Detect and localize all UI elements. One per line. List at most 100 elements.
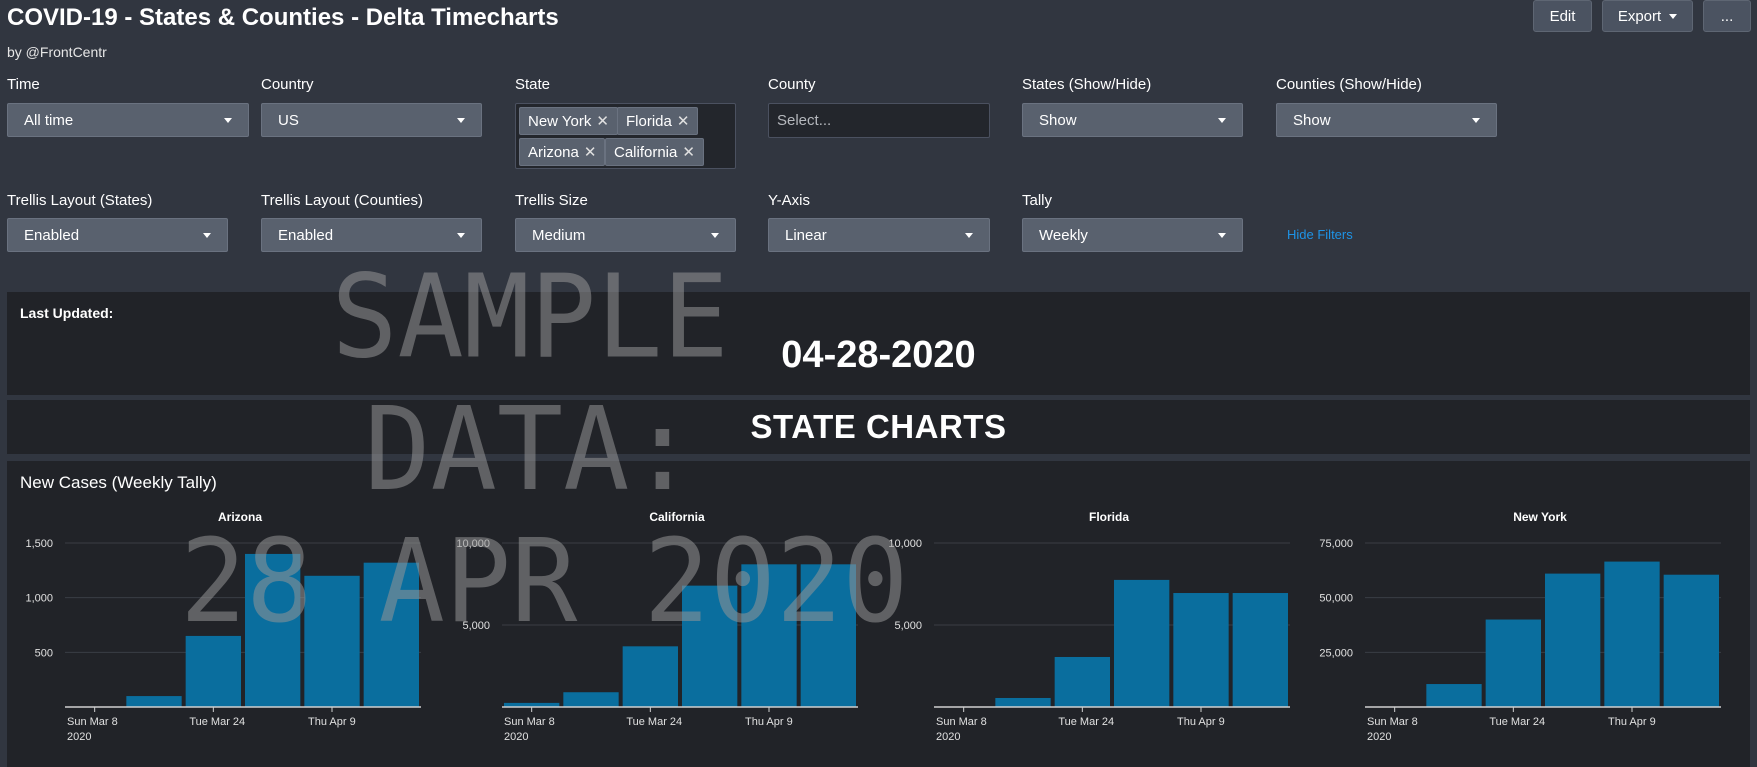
y-tick-label: 10,000 [888,538,922,550]
y-axis-dropdown[interactable]: Linear [768,218,990,252]
caret-down-icon [1218,232,1226,238]
bar [185,635,241,707]
trellis-charts: Arizona 500 1,000 1,500 Sun Mar 8 2020 Tue Mar… [25,510,1721,743]
y-tick-label: 1,000 [25,593,53,605]
export-button-label: Export [1617,7,1662,25]
x-tick-label: Thu Apr 9 [1177,716,1225,728]
bar [800,564,856,707]
bar [1232,593,1288,707]
bar [1054,656,1110,707]
counties-show-dropdown[interactable]: Show [1276,103,1497,137]
hide-filters-link[interactable]: Hide Filters [1287,227,1353,242]
state-tag-label: Florida [626,112,672,130]
bar [741,564,797,707]
close-icon[interactable]: ✕ [583,144,597,161]
y-tick-label: 10,000 [456,538,490,550]
caret-down-icon [203,232,211,238]
bar [563,692,619,707]
state-tag-label: New York [528,112,592,130]
state-tag[interactable]: Arizona ✕ [519,138,606,166]
caret-down-icon [711,232,719,238]
states-show-dropdown[interactable]: Show [1022,103,1243,137]
chart-title: Arizona [218,510,262,524]
new-cases-panel: New Cases (Weekly Tally) Arizona 500 1,000… [7,461,1750,767]
last-updated-label: Last Updated: [20,305,114,321]
trellis-counties-dropdown[interactable]: Enabled [261,218,482,252]
tally-label: Tally [1022,192,1053,209]
byline: by @FrontCentr [7,44,107,60]
y-tick-label: 5,000 [462,620,490,632]
more-button[interactable]: ... [1703,0,1751,32]
y-tick-label: 75,000 [1319,538,1353,550]
caret-down-icon [1669,13,1678,19]
country-dropdown[interactable]: US [261,103,482,137]
x-tick-label: Sun Mar 8 [67,716,118,728]
time-dropdown[interactable]: All time [7,103,249,137]
x-tick-label: Sun Mar 8 [504,716,555,728]
county-input[interactable]: Select... [768,103,990,138]
state-tag[interactable]: New York ✕ [519,107,618,135]
tally-value: Weekly [1039,226,1088,244]
trellis-size-value: Medium [532,226,586,244]
x-tick-label: Tue Mar 24 [1489,716,1545,728]
chart-title: Florida [1089,510,1129,524]
bar [1663,574,1719,707]
bar [363,562,419,707]
caret-down-icon [1218,117,1226,123]
last-updated-value: 04-28-2020 [781,334,976,376]
county-label: County [768,76,816,93]
trellis-size-dropdown[interactable]: Medium [515,218,736,252]
x-tick-label: Thu Apr 9 [1608,716,1656,728]
bar [245,553,301,707]
time-label: Time [7,76,40,93]
bar [682,585,738,707]
trellis-states-dropdown[interactable]: Enabled [7,218,228,252]
bar [1604,561,1660,707]
x-tick-label: 2020 [67,731,91,743]
caret-down-icon [457,232,465,238]
x-tick-label: Sun Mar 8 [1367,716,1418,728]
caret-down-icon [457,117,465,123]
state-tag[interactable]: Florida ✕ [617,107,699,135]
page-title: COVID-19 - States & Counties - Delta Tim… [7,4,559,31]
x-tick-label: Tue Mar 24 [626,716,682,728]
close-icon[interactable]: ✕ [682,144,695,161]
bar [1426,684,1482,707]
state-charts-heading-panel: STATE CHARTS [7,400,1750,454]
caret-down-icon [1472,117,1480,123]
y-axis-value: Linear [785,226,827,244]
caret-down-icon [224,117,232,123]
counties-show-value: Show [1293,111,1331,129]
y-tick-label: 5,000 [894,620,922,632]
edit-button[interactable]: Edit [1533,0,1592,32]
bar [1485,619,1541,707]
tally-dropdown[interactable]: Weekly [1022,218,1243,252]
y-tick-label: 25,000 [1319,647,1353,659]
close-icon[interactable]: ✕ [676,113,690,130]
counties-show-label: Counties (Show/Hide) [1276,76,1422,93]
chart-title: New York [1513,510,1567,524]
y-tick-label: 1,500 [25,538,53,550]
states-show-value: Show [1039,111,1077,129]
bar [1545,573,1601,707]
export-button[interactable]: Export [1602,0,1693,32]
x-tick-label: Thu Apr 9 [745,716,793,728]
state-multiselect[interactable]: New York ✕ Florida ✕ Arizona ✕ California ✕ [515,103,736,169]
trellis-states-value: Enabled [24,226,80,244]
state-charts-heading: STATE CHARTS [750,408,1007,445]
edit-button-label: Edit [1549,7,1576,25]
state-tag[interactable]: California ✕ [605,138,704,166]
close-icon[interactable]: ✕ [596,113,609,130]
y-tick-label: 500 [35,647,53,659]
bar [622,646,678,707]
country-label: Country [261,76,314,93]
state-tag-label: Arizona [528,143,579,161]
trellis-counties-label: Trellis Layout (Counties) [261,192,424,209]
more-button-label: ... [1720,7,1734,25]
y-tick-label: 50,000 [1319,593,1353,605]
x-tick-label: Thu Apr 9 [308,716,356,728]
state-tag-label: California [614,143,678,161]
x-tick-label: Tue Mar 24 [1058,716,1114,728]
bar [1173,593,1229,707]
bar [304,575,360,707]
